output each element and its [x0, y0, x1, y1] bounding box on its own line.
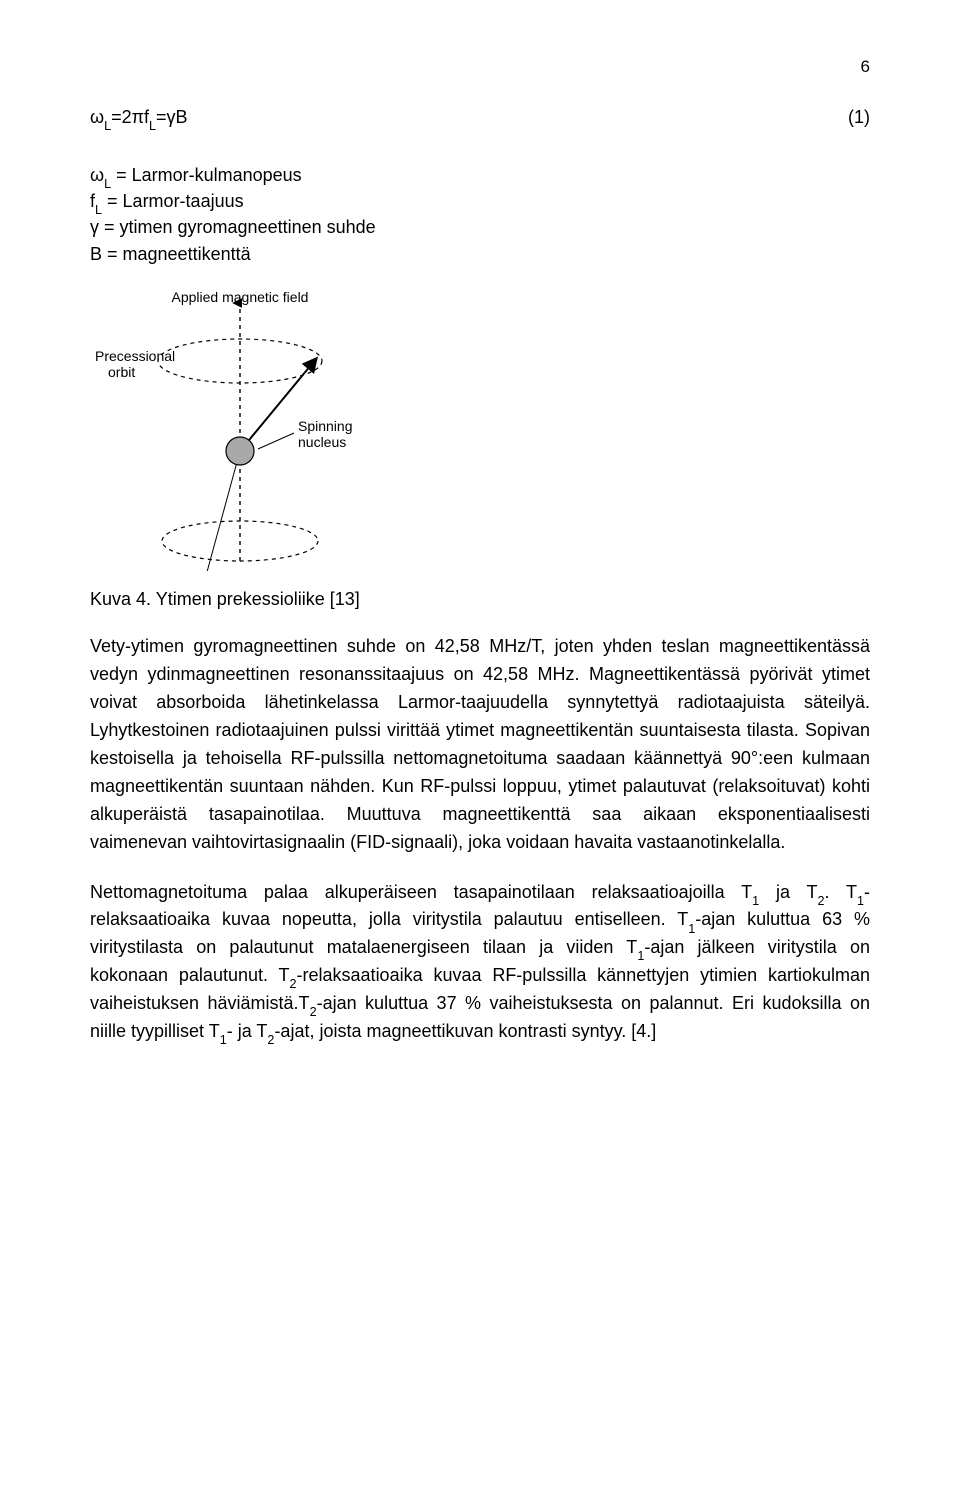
- equation: ωL=2πfL=γB: [90, 104, 188, 132]
- figure-precession: Applied magnetic field Precessionalorbit S…: [90, 291, 870, 580]
- body-paragraph: Vety-ytimen gyromagneettinen suhde on 42…: [90, 633, 870, 856]
- svg-text:nucleus: nucleus: [298, 434, 346, 450]
- svg-text:orbit: orbit: [108, 364, 135, 380]
- definition-item: ωL = Larmor-kulmanopeus: [90, 162, 870, 188]
- svg-text:Precessional: Precessional: [95, 348, 175, 364]
- definition-item: fL = Larmor-taajuus: [90, 188, 870, 214]
- svg-text:Spinning: Spinning: [298, 418, 353, 434]
- equation-number: (1): [848, 104, 870, 132]
- definition-item: B = magneettikenttä: [90, 241, 870, 267]
- precession-diagram: Applied magnetic field Precessionalorbit S…: [90, 291, 390, 571]
- page-number: 6: [90, 54, 870, 80]
- definition-list: ωL = Larmor-kulmanopeusfL = Larmor-taaju…: [90, 162, 870, 266]
- svg-text:Applied magnetic field: Applied magnetic field: [172, 291, 309, 305]
- body-paragraph: Nettomagnetoituma palaa alkuperäiseen ta…: [90, 879, 870, 1046]
- definition-item: γ = ytimen gyromagneettinen suhde: [90, 214, 870, 240]
- figure-caption: Kuva 4. Ytimen prekessioliike [13]: [90, 586, 870, 614]
- equation-row: ωL=2πfL=γB (1): [90, 104, 870, 132]
